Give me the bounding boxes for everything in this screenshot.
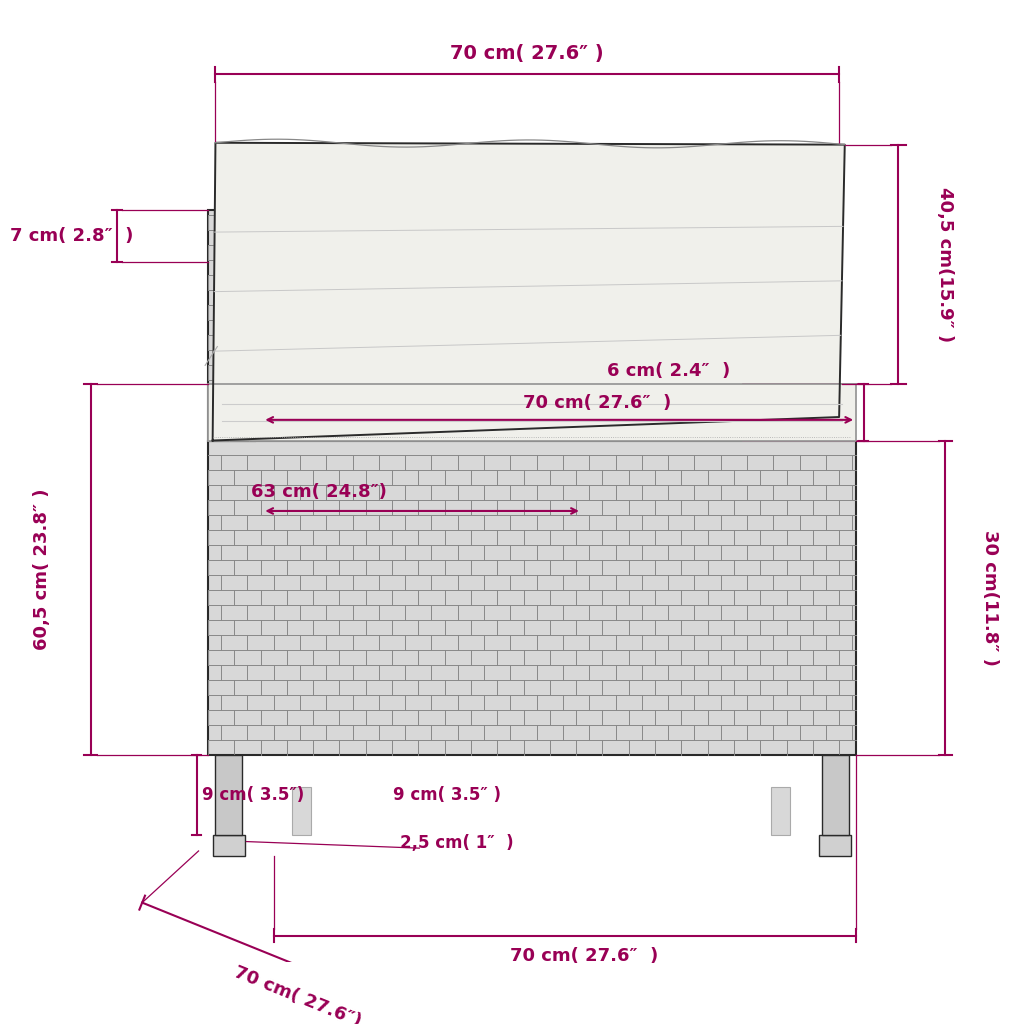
Text: 40,5 cm(15.9″ ): 40,5 cm(15.9″ ) [936,186,954,342]
Bar [771,787,790,835]
Bar [208,210,255,440]
Text: 30 cm(11.8″ ): 30 cm(11.8″ ) [981,529,999,666]
Polygon shape [213,142,845,440]
Bar [293,787,311,835]
Bar [215,755,242,835]
Bar [819,835,851,856]
Text: 9 cm( 3.5″ ): 9 cm( 3.5″ ) [393,786,502,804]
Bar [208,440,856,755]
Text: 60,5 cm( 23.8″ ): 60,5 cm( 23.8″ ) [33,488,51,650]
Text: 70 cm( 27.6″): 70 cm( 27.6″) [231,963,364,1024]
Bar [208,384,856,440]
Bar [213,835,245,856]
Text: 70 cm( 27.6″  ): 70 cm( 27.6″ ) [522,394,671,412]
Text: 70 cm( 27.6″ ): 70 cm( 27.6″ ) [451,44,604,63]
Bar [822,755,849,835]
Text: 2,5 cm( 1″  ): 2,5 cm( 1″ ) [400,834,514,852]
Text: 9 cm( 3.5″): 9 cm( 3.5″) [202,786,304,804]
Text: 70 cm( 27.6″  ): 70 cm( 27.6″ ) [510,947,657,966]
Text: 63 cm( 24.8″): 63 cm( 24.8″) [251,483,387,501]
Text: 7 cm( 2.8″  ): 7 cm( 2.8″ ) [10,227,133,245]
Text: 6 cm( 2.4″  ): 6 cm( 2.4″ ) [606,362,730,380]
